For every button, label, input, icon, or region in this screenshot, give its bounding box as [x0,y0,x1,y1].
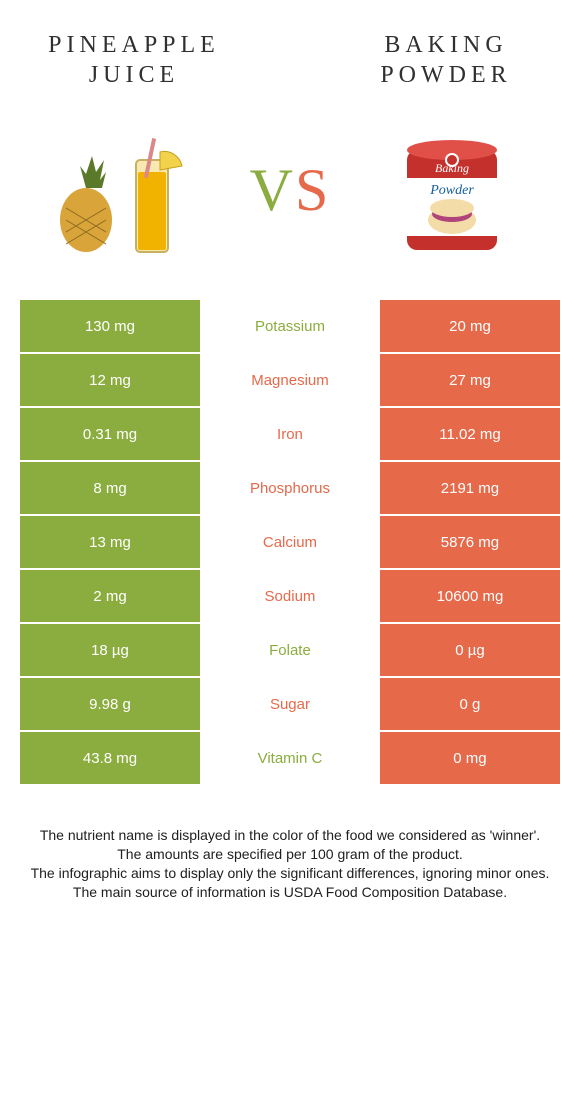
right-value: 27 mg [380,354,560,408]
right-title: BAKING POWDER [342,30,550,90]
right-value: 11.02 mg [380,408,560,462]
table-row: 130 mgPotassium20 mg [20,300,560,354]
left-image [20,120,236,260]
nutrient-name: Vitamin C [200,732,380,786]
left-value: 0.31 mg [20,408,200,462]
images-row: V S Baking Powder [20,110,560,270]
footnote-line: The main source of information is USDA F… [26,883,554,902]
right-value: 0 mg [380,732,560,786]
right-value: 20 mg [380,300,560,354]
left-value: 9.98 g [20,678,200,732]
right-value: 2191 mg [380,462,560,516]
left-value: 43.8 mg [20,732,200,786]
nutrient-name: Sugar [200,678,380,732]
footnote-line: The infographic aims to display only the… [26,864,554,883]
table-row: 9.98 gSugar0 g [20,678,560,732]
right-image: Baking Powder [344,120,560,260]
nutrient-name: Sodium [200,570,380,624]
table-row: 2 mgSodium10600 mg [20,570,560,624]
nutrient-table: 130 mgPotassium20 mg12 mgMagnesium27 mg0… [20,300,560,786]
right-value: 0 µg [380,624,560,678]
footnote-line: The amounts are specified per 100 gram o… [26,845,554,864]
table-row: 43.8 mgVitamin C0 mg [20,732,560,786]
header-titles: PINEAPPLE JUICE BAKING POWDER [20,30,560,90]
nutrient-name: Folate [200,624,380,678]
left-title: PINEAPPLE JUICE [30,30,238,90]
nutrient-name: Calcium [200,516,380,570]
right-value: 5876 mg [380,516,560,570]
table-row: 8 mgPhosphorus2191 mg [20,462,560,516]
vs-v: V [250,156,295,225]
nutrient-name: Magnesium [200,354,380,408]
vs-label: V S [250,156,331,225]
left-value: 12 mg [20,354,200,408]
left-value: 13 mg [20,516,200,570]
left-value: 130 mg [20,300,200,354]
footnote-line: The nutrient name is displayed in the co… [26,826,554,845]
left-value: 2 mg [20,570,200,624]
nutrient-name: Potassium [200,300,380,354]
nutrient-name: Phosphorus [200,462,380,516]
right-value: 0 g [380,678,560,732]
svg-text:Powder: Powder [429,183,474,198]
nutrient-name: Iron [200,408,380,462]
table-row: 18 µgFolate0 µg [20,624,560,678]
right-value: 10600 mg [380,570,560,624]
left-value: 8 mg [20,462,200,516]
table-row: 12 mgMagnesium27 mg [20,354,560,408]
footnotes: The nutrient name is displayed in the co… [20,826,560,902]
vs-s: S [295,156,330,225]
table-row: 0.31 mgIron11.02 mg [20,408,560,462]
left-value: 18 µg [20,624,200,678]
table-row: 13 mgCalcium5876 mg [20,516,560,570]
